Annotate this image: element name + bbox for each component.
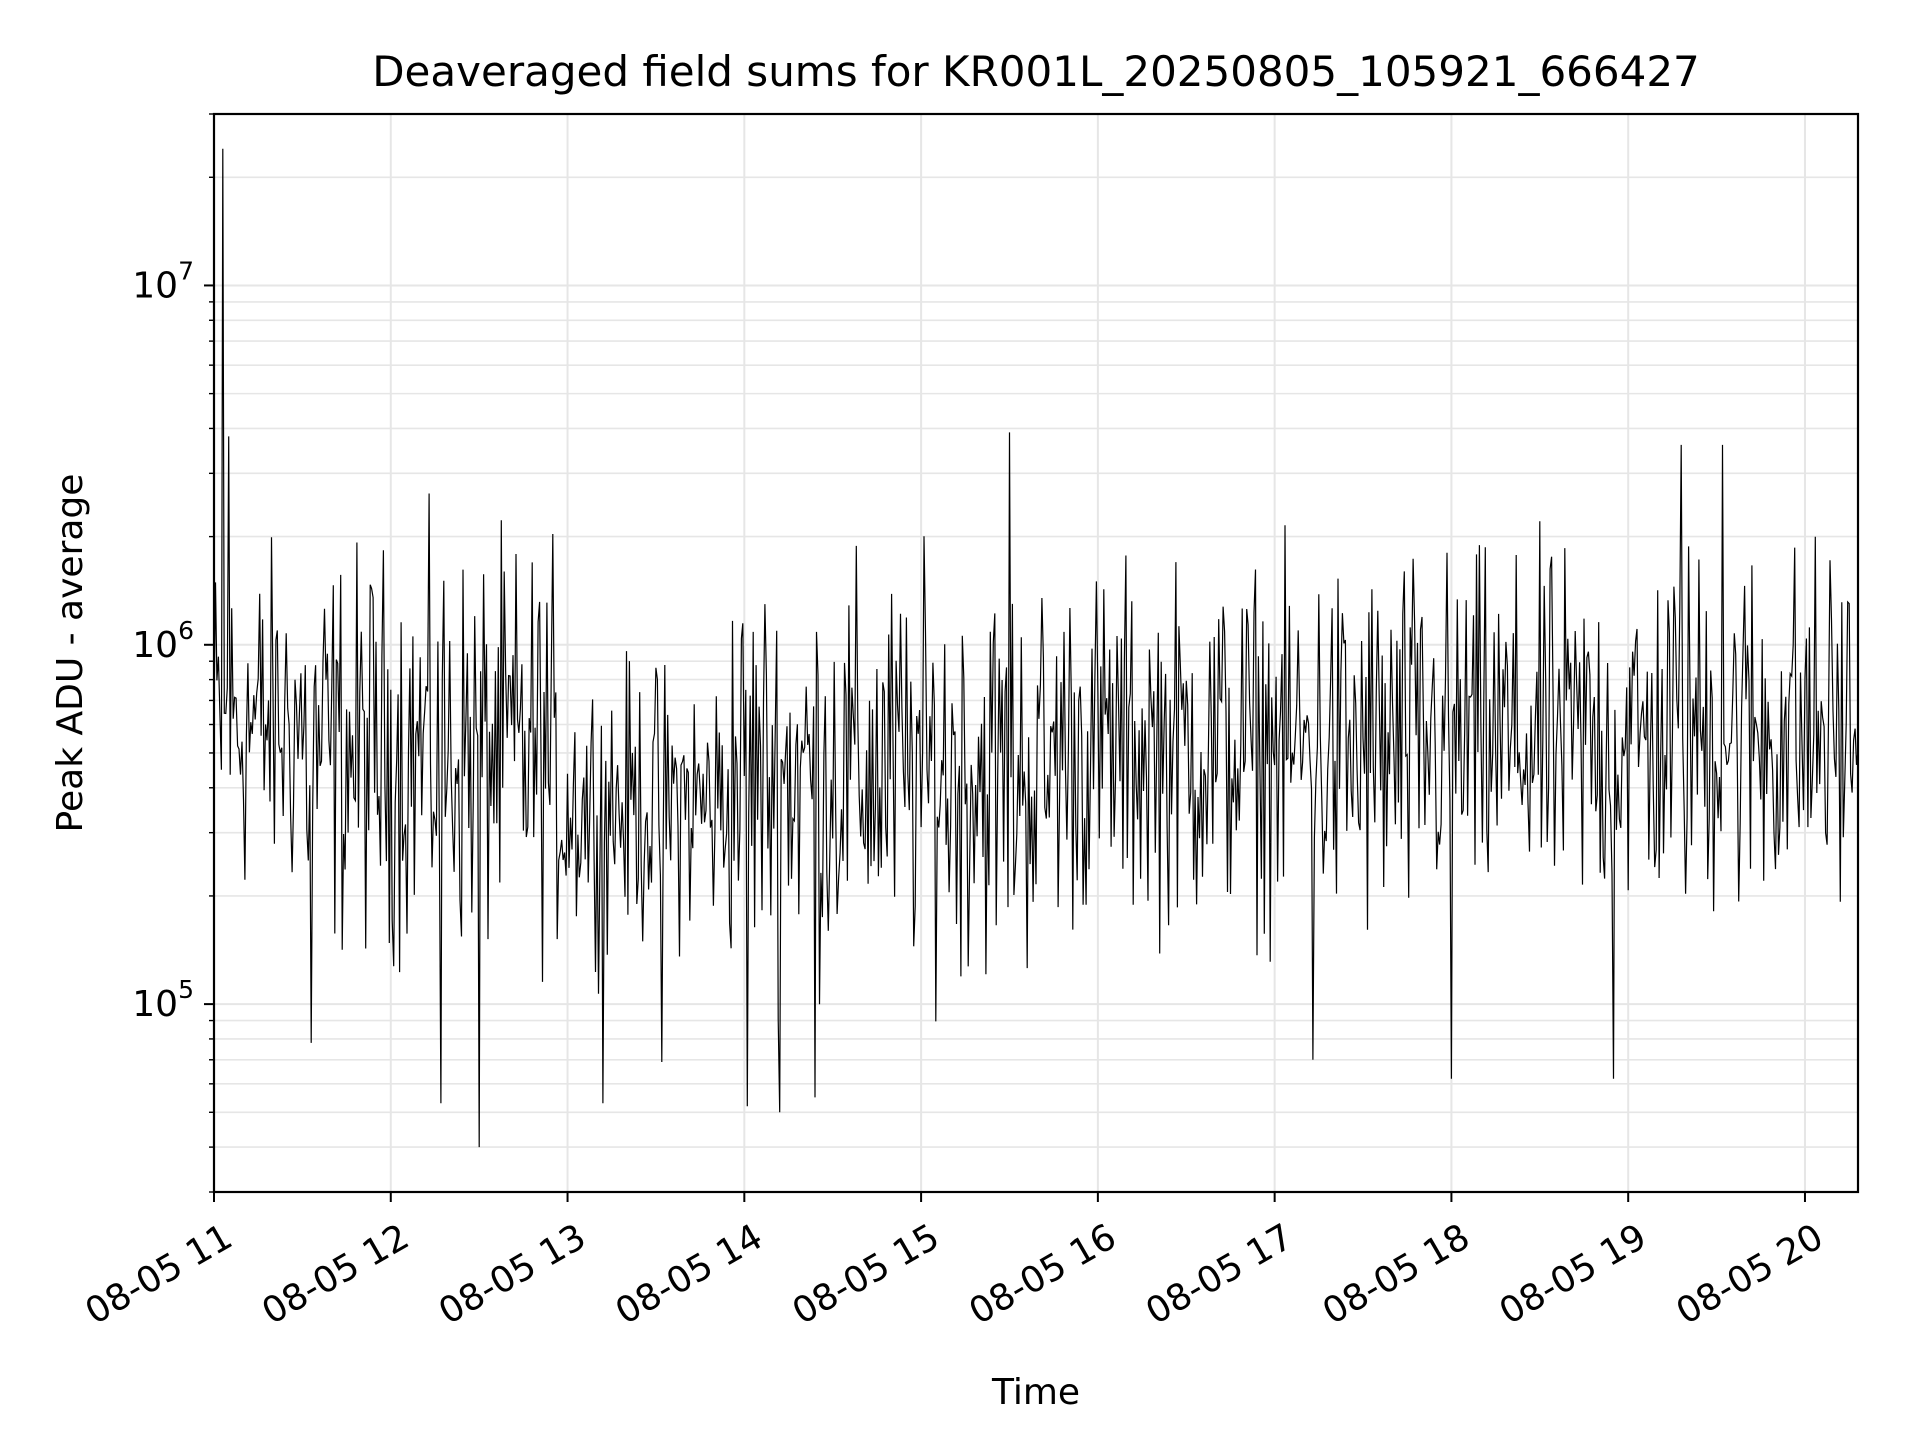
y-tick-label: 105 bbox=[132, 975, 194, 1025]
chart-title: Deaveraged field sums for KR001L_2025080… bbox=[372, 47, 1700, 96]
y-tick-label: 106 bbox=[132, 616, 194, 666]
y-axis: 105 106 107 bbox=[132, 113, 214, 1193]
y-tick-label: 107 bbox=[132, 256, 194, 306]
y-axis-label: Peak ADU - average bbox=[50, 474, 91, 833]
series-path bbox=[213, 148, 1859, 1148]
x-axis-label: Time bbox=[991, 1372, 1080, 1413]
plot-frame bbox=[212, 112, 1860, 1194]
series-line bbox=[213, 148, 1859, 1148]
